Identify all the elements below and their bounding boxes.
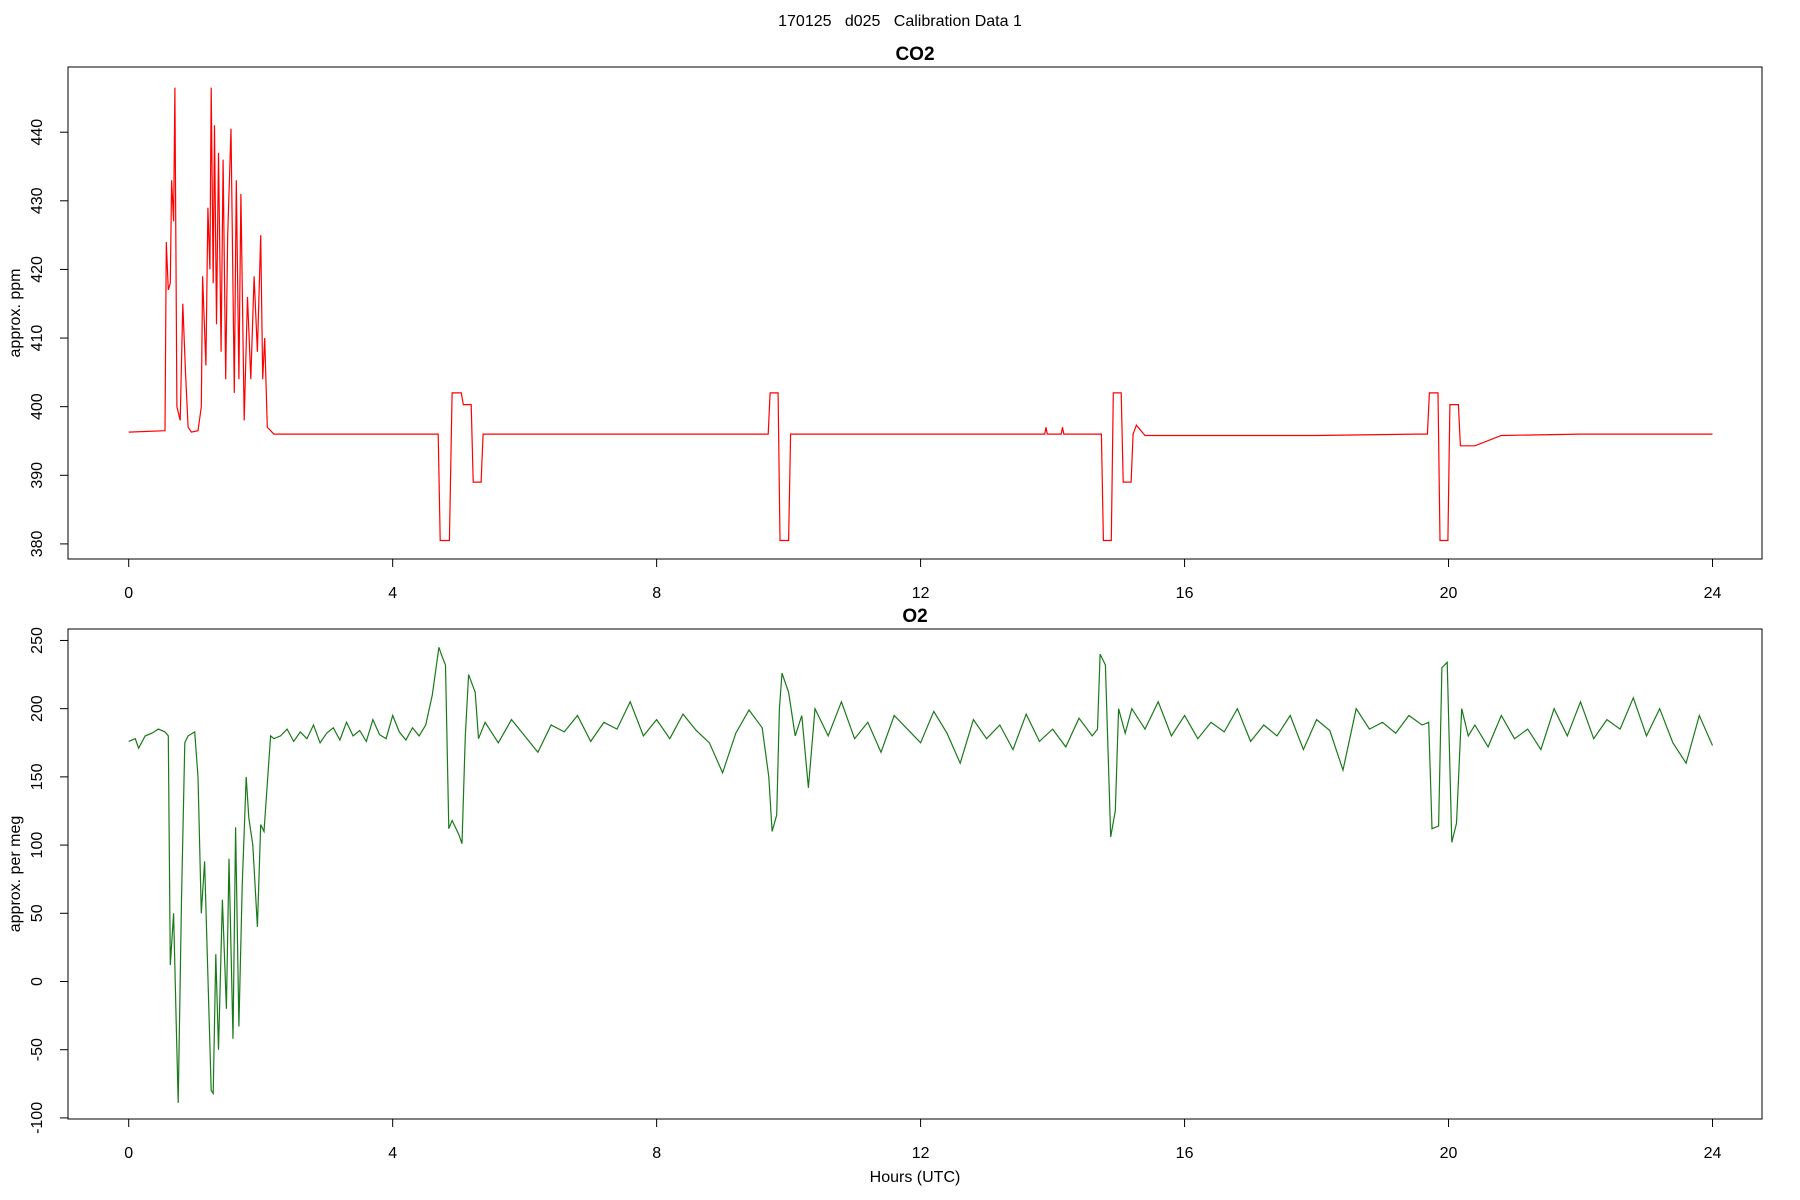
y-tick-label: 390	[29, 462, 46, 489]
y-tick-label: 440	[29, 119, 46, 146]
x-tick-label: 4	[388, 585, 397, 602]
y-tick-label: -100	[29, 1102, 46, 1134]
x-tick-label: 8	[652, 1145, 661, 1162]
x-tick-label: 24	[1704, 1145, 1722, 1162]
y-tick-label: 100	[29, 832, 46, 859]
x-tick-label: 0	[124, 1145, 133, 1162]
y-tick-label: 420	[29, 256, 46, 283]
x-tick-label: 8	[652, 585, 661, 602]
y-tick-label: 250	[29, 627, 46, 654]
y-tick-label: 380	[29, 530, 46, 557]
x-tick-label: 12	[912, 1145, 930, 1162]
y-tick-label: 410	[29, 325, 46, 352]
y-tick-label: 50	[29, 904, 46, 922]
x-tick-label: 20	[1440, 1145, 1458, 1162]
plot-box	[67, 66, 1763, 560]
data-line	[128, 87, 1713, 542]
y-axis-label: approx. ppm	[7, 269, 24, 358]
y-tick-label: 0	[29, 977, 46, 986]
x-tick-label: 16	[1176, 585, 1194, 602]
x-tick-label: 12	[912, 585, 930, 602]
data-line	[128, 647, 1714, 1103]
plot-box	[67, 628, 1763, 1120]
y-tick-label: 200	[29, 695, 46, 722]
y-axis-label: approx. per meg	[7, 816, 24, 933]
x-tick-label: 0	[124, 585, 133, 602]
x-tick-label: 16	[1176, 1145, 1194, 1162]
y-tick-label: 430	[29, 187, 46, 214]
y-tick-label: 400	[29, 393, 46, 420]
x-axis-label: Hours (UTC)	[870, 1169, 961, 1186]
x-tick-label: 24	[1704, 585, 1722, 602]
y-tick-label: 150	[29, 763, 46, 790]
figure-title: 170125 d025 Calibration Data 1	[778, 13, 1022, 30]
chart-title: O2	[902, 606, 927, 627]
x-tick-label: 4	[388, 1145, 397, 1162]
y-tick-label: -50	[29, 1038, 46, 1061]
chart-title: CO2	[895, 44, 934, 65]
x-tick-label: 20	[1440, 585, 1458, 602]
